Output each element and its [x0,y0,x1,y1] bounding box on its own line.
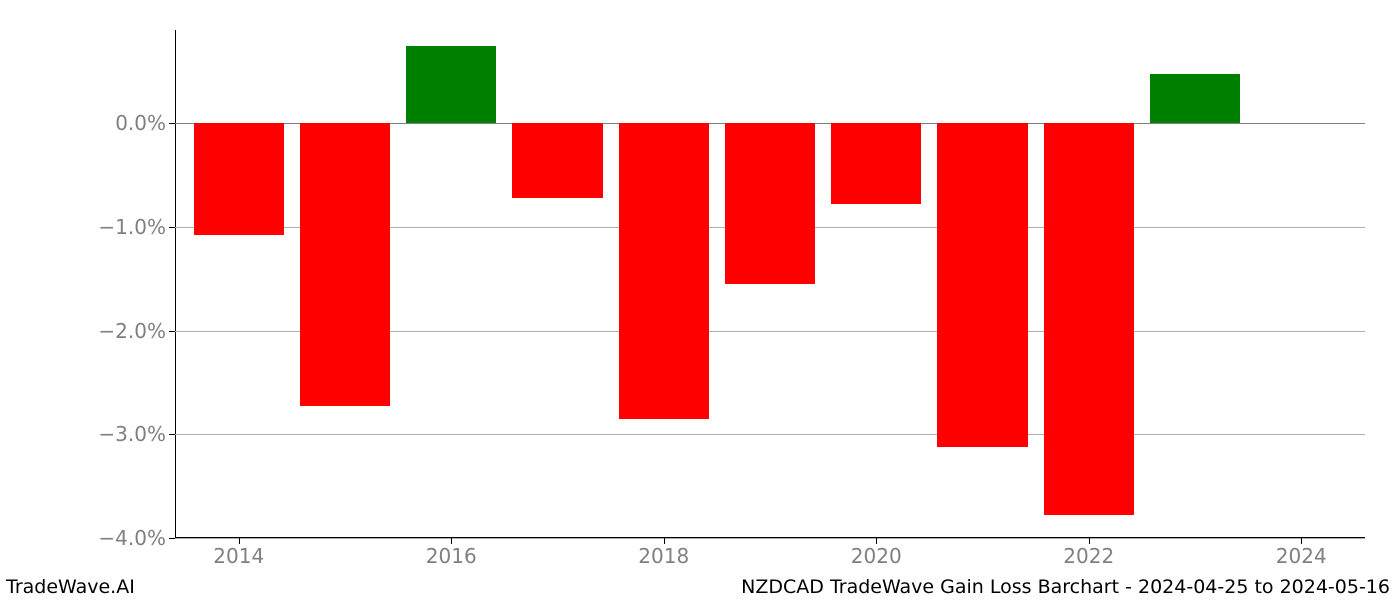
bar [619,123,709,418]
y-tick-label: −3.0% [98,422,166,446]
bar [406,46,496,124]
bar [1150,74,1240,124]
x-tick-label: 2014 [213,544,264,568]
x-tick-label: 2024 [1276,544,1327,568]
y-tick-label: −1.0% [98,215,166,239]
y-tick-mark [169,331,175,332]
bar [937,123,1027,446]
y-tick-label: −4.0% [98,526,166,550]
gridline [175,434,1365,435]
footer-caption: NZDCAD TradeWave Gain Loss Barchart - 20… [741,576,1390,598]
y-tick-mark [169,434,175,435]
plot-area [175,30,1365,538]
y-axis-spine [175,30,176,538]
x-tick-label: 2016 [426,544,477,568]
y-tick-mark [169,538,175,539]
bar [512,123,602,198]
chart-plot-area [175,30,1365,538]
x-tick-label: 2022 [1063,544,1114,568]
y-tick-mark [169,227,175,228]
footer-brand: TradeWave.AI [6,576,135,598]
bar [831,123,921,204]
bar [194,123,284,235]
gridline [175,538,1365,539]
x-tick-label: 2020 [851,544,902,568]
y-tick-label: −2.0% [98,319,166,343]
y-tick-label: 0.0% [115,111,166,135]
bar [725,123,815,284]
x-tick-label: 2018 [638,544,689,568]
bar [1044,123,1134,515]
bar [300,123,390,406]
